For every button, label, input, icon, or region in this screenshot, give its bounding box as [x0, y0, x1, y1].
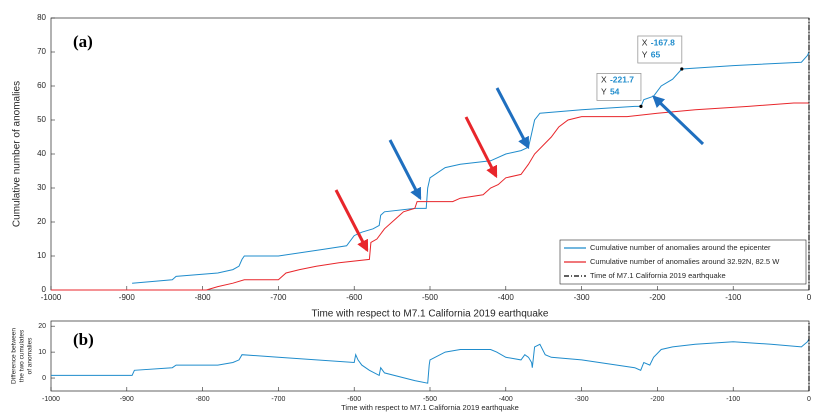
- y-axis-label: Cumulative number of anomalies: [12, 81, 23, 227]
- arrow: [464, 116, 498, 179]
- y-tick-label: 70: [37, 47, 46, 56]
- datatip-box: [596, 73, 642, 101]
- x-tick-label: -700: [271, 396, 285, 403]
- x-tick-label: 0: [807, 293, 812, 302]
- x-tick-label: -700: [270, 293, 287, 302]
- y-tick-label: 50: [37, 115, 46, 124]
- x-tick-label: -400: [498, 293, 515, 302]
- y-tick-label: 10: [38, 349, 46, 356]
- datatip-x-label: X: [642, 37, 648, 47]
- y-tick-label: 0: [42, 375, 46, 382]
- legend-label: Time of M7.1 California 2019 earthquake: [590, 271, 726, 280]
- x-tick-label: -1000: [42, 396, 60, 403]
- x-tick-label: -400: [499, 396, 513, 403]
- x-tick-label: -300: [575, 396, 589, 403]
- data-line: [132, 51, 810, 284]
- datatip-x-value: -221.7: [610, 75, 634, 85]
- panel-label: (a): [73, 32, 93, 51]
- y-tick-label: 10: [37, 251, 46, 260]
- x-tick-label: -800: [195, 293, 212, 302]
- x-tick-label: -600: [346, 293, 363, 302]
- datatip-y-value: 54: [610, 87, 620, 97]
- datatip-x-label: X: [601, 75, 607, 85]
- legend-label: Cumulative number of anomalies around 32…: [590, 257, 780, 266]
- data-line: [51, 102, 809, 291]
- x-tick-label: -600: [347, 396, 361, 403]
- x-tick-label: -900: [120, 396, 134, 403]
- x-tick-label: -1000: [41, 293, 62, 302]
- legend-box: [559, 239, 807, 285]
- datatip: X -221.7Y 54: [596, 73, 642, 101]
- y-tick-label: 40: [37, 149, 46, 158]
- panel-label: (b): [73, 330, 94, 349]
- legend: Cumulative number of anomalies around th…: [559, 239, 807, 285]
- datatip-box: [637, 35, 683, 64]
- data-line: [51, 338, 810, 384]
- y-tick-label: 30: [37, 183, 46, 192]
- x-tick-label: -500: [422, 293, 439, 302]
- datatip: X -167.8Y 65: [637, 35, 683, 64]
- arrow: [334, 189, 369, 253]
- x-tick-label: -200: [650, 396, 664, 403]
- x-tick-label: -300: [574, 293, 591, 302]
- datatip-y-value: 65: [651, 49, 661, 59]
- x-axis-label: Time with respect to M7.1 California 201…: [312, 309, 549, 320]
- plot-area: [50, 320, 810, 392]
- legend-label: Cumulative number of anomalies around th…: [590, 243, 771, 252]
- y-tick-label: 0: [42, 285, 47, 294]
- x-tick-label: -200: [649, 293, 666, 302]
- datatip-y-label: Y: [601, 87, 607, 97]
- x-axis-label: Time with respect to M7.1 California 201…: [341, 403, 519, 412]
- x-tick-label: 0: [807, 396, 811, 403]
- datatip-y-label: Y: [642, 49, 648, 59]
- y-axis-label: Difference between: [11, 328, 18, 384]
- y-tick-label: 80: [37, 13, 46, 22]
- annotation-arrows: [334, 87, 705, 253]
- arrow: [388, 139, 422, 201]
- arrow: [495, 87, 530, 150]
- datatip-point: [680, 67, 684, 71]
- datatip-point: [639, 104, 643, 108]
- datatip-x-value: -167.8: [651, 37, 675, 47]
- x-tick-label: -900: [119, 293, 136, 302]
- y-tick-label: 60: [37, 81, 46, 90]
- x-tick-label: -500: [423, 396, 437, 403]
- y-axis-label: of anomalies: [27, 337, 34, 375]
- x-tick-label: -100: [726, 396, 740, 403]
- x-tick-label: -100: [725, 293, 742, 302]
- arrow: [652, 95, 705, 146]
- y-tick-label: 20: [37, 217, 46, 226]
- y-axis-label: the two cumulates: [19, 329, 26, 382]
- y-tick-label: 20: [38, 323, 46, 330]
- x-tick-label: -800: [196, 396, 210, 403]
